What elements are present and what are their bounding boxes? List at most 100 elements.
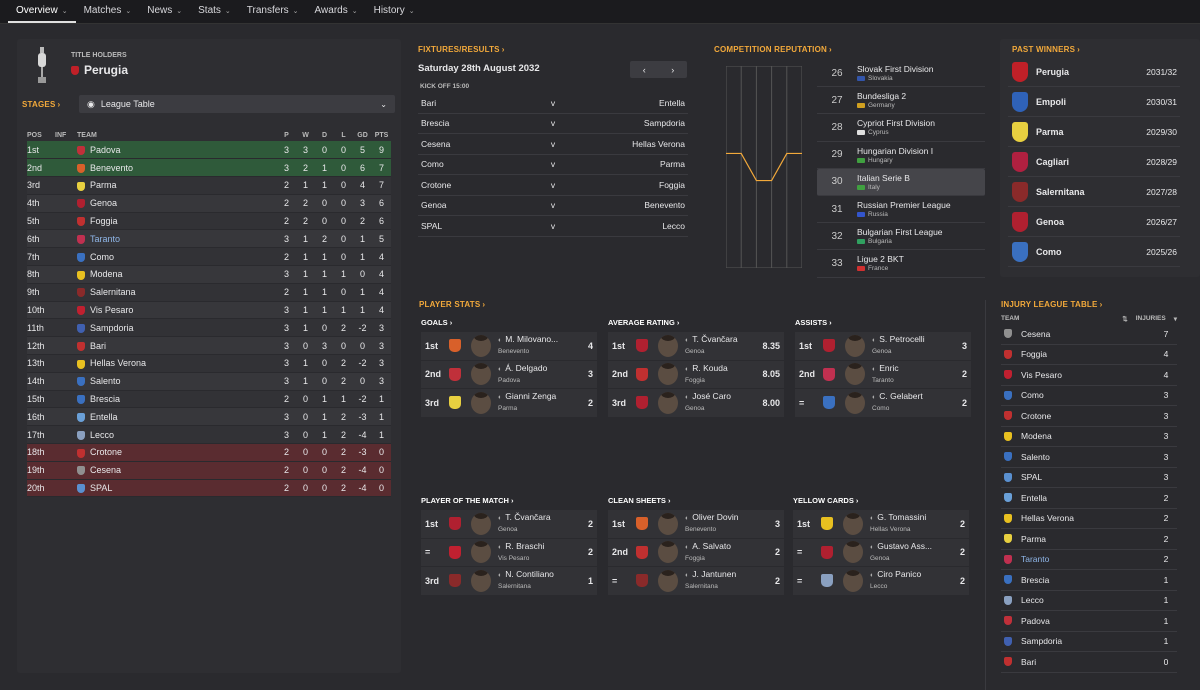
stat-row[interactable]: = ◐ C. Gelabert Como 2 (795, 389, 971, 418)
player-avatar[interactable] (471, 513, 491, 535)
reputation-row[interactable]: 27 Bundesliga 2 Germany (817, 87, 985, 114)
player-club[interactable]: Genoa (685, 403, 750, 414)
table-row[interactable]: 6th Taranto 3 1 2 0 1 5 (27, 230, 391, 248)
player-name[interactable]: Oliver Dovin (692, 512, 738, 522)
injury-row[interactable]: Hellas Verona 2 (1001, 509, 1177, 530)
winner-team[interactable]: Como (1036, 247, 1062, 257)
player-avatar[interactable] (471, 392, 491, 414)
stat-row[interactable]: 2nd ◐ A. Salvato Foggia 2 (608, 539, 784, 568)
prev-date-button[interactable]: ‹ (630, 61, 659, 78)
stat-block-title[interactable]: PLAYER OF THE MATCH › (421, 496, 597, 510)
team-cell[interactable]: Taranto (77, 230, 277, 248)
stat-row[interactable]: = ◐ J. Jantunen Salernitana 2 (608, 567, 784, 596)
injury-row[interactable]: Brescia 1 (1001, 570, 1177, 591)
stat-row[interactable]: 2nd ◐ R. Kouda Foggia 8.05 (608, 361, 784, 390)
past-winner-row[interactable]: Genoa 2026/27 (1008, 207, 1180, 237)
stages-header[interactable]: STAGES › (22, 100, 60, 109)
winner-team[interactable]: Empoli (1036, 97, 1066, 107)
col-p[interactable]: P (277, 129, 296, 141)
injury-team[interactable]: Entella (1021, 493, 1047, 503)
table-row[interactable]: 15th Brescia 2 0 1 1 -2 1 (27, 390, 391, 408)
team-cell[interactable]: SPAL (77, 479, 277, 497)
team-name[interactable]: Entella (90, 412, 118, 422)
col-d[interactable]: D (315, 129, 334, 141)
team-cell[interactable]: Salernitana (77, 283, 277, 301)
away-team[interactable]: Sampdoria (563, 118, 688, 128)
title-holders-team[interactable]: Perugia (71, 63, 128, 77)
team-name[interactable]: Brescia (90, 394, 120, 404)
winner-team[interactable]: Perugia (1036, 67, 1069, 77)
fixture-row[interactable]: Bari v Entella (418, 93, 688, 114)
injury-col-injuries[interactable]: INJURIES (1136, 315, 1166, 323)
table-row[interactable]: 9th Salernitana 2 1 1 0 1 4 (27, 283, 391, 301)
table-row[interactable]: 1st Padova 3 3 0 0 5 9 (27, 141, 391, 159)
player-club[interactable]: Salernitana (498, 581, 563, 592)
player-avatar[interactable] (843, 513, 863, 535)
stat-row[interactable]: 2nd ◐ Enric Taranto 2 (795, 361, 971, 390)
home-team[interactable]: Cesena (418, 139, 543, 149)
home-team[interactable]: SPAL (418, 221, 543, 231)
team-cell[interactable]: Lecco (77, 426, 277, 444)
stat-row[interactable]: 2nd ◐ Á. Delgado Padova 3 (421, 361, 597, 390)
player-avatar[interactable] (658, 335, 678, 357)
player-club[interactable]: Padova (498, 375, 563, 386)
player-avatar[interactable] (843, 570, 863, 592)
injury-team[interactable]: Taranto (1021, 554, 1049, 564)
fixture-row[interactable]: Crotone v Foggia (418, 175, 688, 196)
player-name[interactable]: Gianni Zenga (505, 391, 556, 401)
injury-row[interactable]: Como 3 (1001, 386, 1177, 407)
tab-news[interactable]: News ⌄ (139, 0, 190, 23)
past-winner-row[interactable]: Parma 2029/30 (1008, 117, 1180, 147)
player-name[interactable]: T. Čvančara (692, 334, 737, 344)
player-name[interactable]: Ciro Panico (877, 569, 921, 579)
col-pos[interactable]: POS (27, 129, 55, 141)
injury-team[interactable]: Foggia (1021, 349, 1047, 359)
competition-name[interactable]: Bundesliga 2 (857, 91, 906, 102)
team-name[interactable]: Bari (90, 341, 106, 351)
team-cell[interactable]: Brescia (77, 390, 277, 408)
stage-select[interactable]: ◉ League Table ⌄ (79, 95, 395, 113)
stat-row[interactable]: 1st ◐ T. Čvančara Genoa 2 (421, 510, 597, 539)
table-row[interactable]: 11th Sampdoria 3 1 0 2 -2 3 (27, 319, 391, 337)
team-name[interactable]: Modena (90, 269, 123, 279)
team-name[interactable]: Cesena (90, 465, 121, 475)
team-cell[interactable]: Como (77, 248, 277, 266)
team-cell[interactable]: Modena (77, 266, 277, 284)
tab-transfers[interactable]: Transfers ⌄ (239, 0, 307, 23)
fixture-row[interactable]: Como v Parma (418, 155, 688, 176)
fixture-row[interactable]: Genoa v Benevento (418, 196, 688, 217)
home-team[interactable]: Crotone (418, 180, 543, 190)
table-row[interactable]: 19th Cesena 2 0 0 2 -4 0 (27, 461, 391, 479)
player-name[interactable]: T. Čvančara (505, 512, 550, 522)
player-club[interactable]: Genoa (870, 553, 935, 564)
injury-col-team[interactable]: TEAM (1001, 315, 1019, 323)
stat-block-title[interactable]: ASSISTS › (795, 318, 971, 332)
table-row[interactable]: 5th Foggia 2 2 0 0 2 6 (27, 212, 391, 230)
stat-row[interactable]: 1st ◐ M. Milovano... Benevento 4 (421, 332, 597, 361)
stat-row[interactable]: 1st ◐ T. Čvančara Genoa 8.35 (608, 332, 784, 361)
winner-team[interactable]: Genoa (1036, 217, 1064, 227)
injury-team[interactable]: Brescia (1021, 575, 1049, 585)
past-winner-row[interactable]: Perugia 2031/32 (1008, 57, 1180, 87)
table-row[interactable]: 14th Salento 3 1 0 2 0 3 (27, 372, 391, 390)
team-cell[interactable]: Sampdoria (77, 319, 277, 337)
injury-team[interactable]: Cesena (1021, 329, 1050, 339)
reputation-row[interactable]: 33 Ligue 2 BKT France (817, 250, 985, 277)
player-name[interactable]: Enric (879, 363, 898, 373)
team-cell[interactable]: Entella (77, 408, 277, 426)
player-avatar[interactable] (658, 392, 678, 414)
team-name[interactable]: Genoa (90, 198, 117, 208)
tab-stats[interactable]: Stats ⌄ (190, 0, 239, 23)
past-winner-row[interactable]: Cagliari 2028/29 (1008, 147, 1180, 177)
reputation-row[interactable]: 29 Hungarian Division I Hungary (817, 142, 985, 169)
player-avatar[interactable] (845, 392, 865, 414)
team-name[interactable]: Lecco (90, 430, 114, 440)
sort-icon[interactable]: ⇅ (1122, 315, 1127, 323)
injury-row[interactable]: Foggia 4 (1001, 345, 1177, 366)
player-name[interactable]: José Caro (692, 391, 731, 401)
table-row[interactable]: 10th Vis Pesaro 3 1 1 1 1 4 (27, 301, 391, 319)
injury-team[interactable]: Como (1021, 390, 1044, 400)
table-row[interactable]: 12th Bari 3 0 3 0 0 3 (27, 337, 391, 355)
home-team[interactable]: Bari (418, 98, 543, 108)
away-team[interactable]: Benevento (563, 200, 688, 210)
